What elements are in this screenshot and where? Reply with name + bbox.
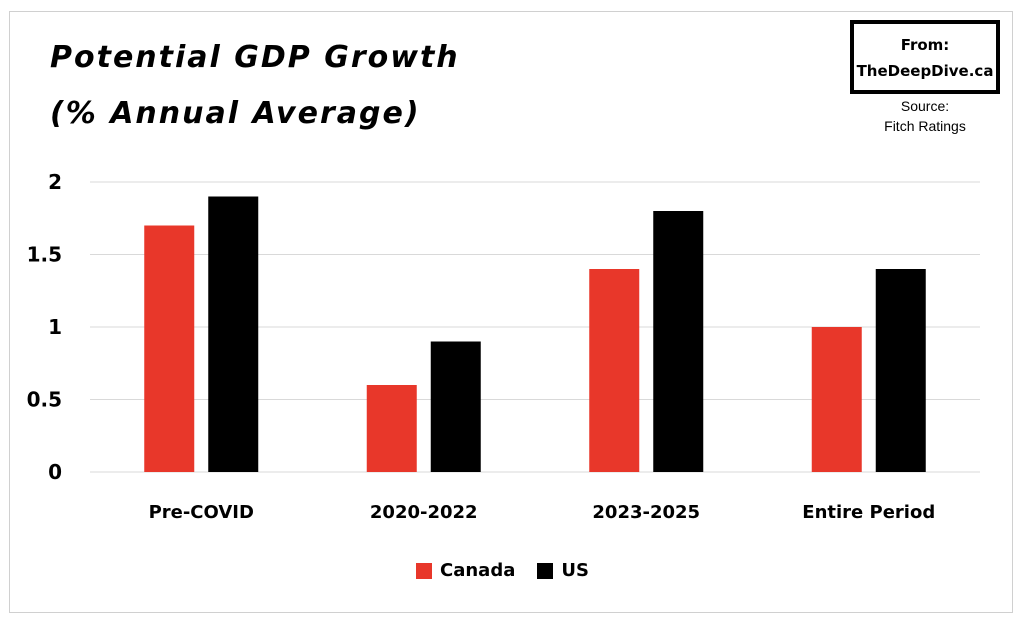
legend: Canada US xyxy=(416,560,611,581)
y-tick-label: 0.5 xyxy=(27,388,62,412)
x-category-label: Entire Period xyxy=(802,502,935,523)
chart-title: Potential GDP Growth (% Annual Average) xyxy=(50,30,460,142)
chart-title-line-2: (% Annual Average) xyxy=(50,96,421,131)
x-category-label: 2023-2025 xyxy=(592,502,700,523)
bar-canada xyxy=(144,225,195,472)
x-category-label: 2020-2022 xyxy=(370,502,478,523)
source-value: Fitch Ratings xyxy=(884,118,966,134)
y-axis-ticks: 0 0.5 1 1.5 2 xyxy=(27,170,62,484)
badge-site-label: TheDeepDive.ca xyxy=(856,62,994,80)
legend-item-canada: Canada xyxy=(416,560,515,581)
y-tick-label: 1 xyxy=(48,315,62,339)
legend-swatch-canada xyxy=(416,562,432,579)
bar-us xyxy=(430,341,481,472)
chart-title-line-1: Potential GDP Growth xyxy=(50,40,460,75)
legend-label-canada: Canada xyxy=(440,560,516,581)
x-axis-categories: Pre-COVID 2020-2022 2023-2025 Entire Period xyxy=(149,502,936,523)
bar-canada xyxy=(366,385,417,472)
y-tick-label: 2 xyxy=(48,170,62,194)
legend-swatch-us xyxy=(537,562,554,579)
y-tick-label: 1.5 xyxy=(27,243,62,267)
x-category-label: Pre-COVID xyxy=(149,502,254,523)
bars xyxy=(144,196,926,472)
y-tick-label: 0 xyxy=(48,460,62,484)
badge-from-label: From: xyxy=(900,36,950,54)
source-badge: From: TheDeepDive.ca xyxy=(850,20,1000,94)
legend-label-us: US xyxy=(561,560,589,581)
source-note: Source: Fitch Ratings xyxy=(860,96,990,136)
source-label: Source: xyxy=(900,98,950,114)
bar-canada xyxy=(811,327,862,472)
bar-us xyxy=(875,269,926,472)
bar-us xyxy=(208,196,259,472)
legend-item-us: US xyxy=(537,560,589,581)
bar-us xyxy=(653,211,704,472)
bar-canada xyxy=(589,269,640,472)
